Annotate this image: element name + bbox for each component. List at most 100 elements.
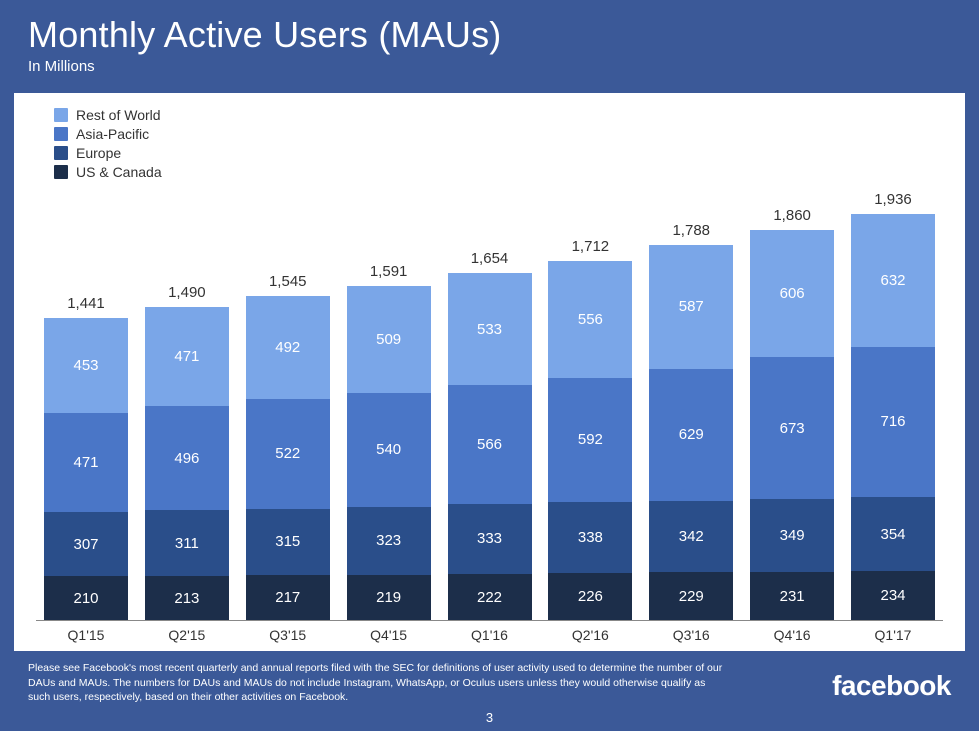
x-axis-label: Q1'15 — [40, 627, 132, 643]
bar-segment-value: 629 — [679, 426, 704, 443]
legend-label: Europe — [76, 145, 121, 161]
bar-segment-rest-of-world: 632 — [851, 214, 935, 347]
x-axis-label: Q2'16 — [544, 627, 636, 643]
footnote-text: Please see Facebook's most recent quarte… — [28, 661, 728, 704]
x-axis-label: Q1'16 — [444, 627, 536, 643]
bar-segment-value: 222 — [477, 589, 502, 606]
bar-segment-asia-pacific: 592 — [548, 378, 632, 502]
slide-footer: Please see Facebook's most recent quarte… — [0, 651, 979, 710]
bar-segment-value: 213 — [174, 590, 199, 607]
x-axis-label: Q1'17 — [847, 627, 939, 643]
legend-label: Rest of World — [76, 107, 161, 123]
bar-segment-value: 673 — [780, 420, 805, 437]
chart-legend: Rest of WorldAsia-PacificEuropeUS & Cana… — [54, 107, 162, 183]
bar-segment-us-canada: 222 — [448, 574, 532, 621]
bar-segment-rest-of-world: 587 — [649, 245, 733, 368]
bar-stack: 219 323 540 509 — [347, 286, 431, 620]
bar-segment-value: 342 — [679, 528, 704, 545]
chart-panel: Rest of WorldAsia-PacificEuropeUS & Cana… — [14, 93, 965, 651]
bar-segment-europe: 323 — [347, 507, 431, 575]
legend-swatch-icon — [54, 165, 68, 179]
bar-total-label: 1,441 — [67, 295, 105, 312]
bar-segment-asia-pacific: 716 — [851, 347, 935, 497]
slide: Monthly Active Users (MAUs) In Millions … — [0, 0, 979, 731]
bar-total-label: 1,712 — [572, 238, 610, 255]
bar-segment-value: 566 — [477, 436, 502, 453]
bar-total-label: 1,860 — [773, 207, 811, 224]
bar-segment-europe: 315 — [246, 509, 330, 575]
bar-total-label: 1,490 — [168, 284, 206, 301]
bar-stack: 210 307 471 453 — [44, 318, 128, 621]
bar-segment-us-canada: 226 — [548, 573, 632, 620]
legend-swatch-icon — [54, 108, 68, 122]
bar-segment-asia-pacific: 496 — [145, 406, 229, 510]
chart-x-axis: Q1'15Q2'15Q3'15Q4'15Q1'16Q2'16Q3'16Q4'16… — [36, 621, 943, 643]
bar-segment-value: 496 — [174, 450, 199, 467]
bar-stack: 229342629587 — [649, 245, 733, 620]
bar-segment-asia-pacific: 629 — [649, 369, 733, 501]
bar-segment-us-canada: 219 — [347, 575, 431, 621]
bar-column: 1,490 213 311 496 471 — [141, 284, 233, 620]
bar-segment-rest-of-world: 509 — [347, 286, 431, 393]
bar-total-label: 1,936 — [874, 191, 912, 208]
bar-segment-value: 219 — [376, 589, 401, 606]
bar-segment-value: 509 — [376, 331, 401, 348]
bar-total-label: 1,591 — [370, 263, 408, 280]
legend-item: Rest of World — [54, 107, 162, 123]
x-axis-label: Q4'15 — [343, 627, 435, 643]
bar-segment-value: 471 — [73, 454, 98, 471]
bar-segment-value: 349 — [780, 527, 805, 544]
bar-segment-asia-pacific: 471 — [44, 413, 128, 512]
facebook-logo: facebook — [832, 670, 951, 702]
bar-segment-rest-of-world: 556 — [548, 261, 632, 378]
chart-plot-area: 1,4412103074714531,4902133114964711,5452… — [36, 119, 943, 621]
bar-total-label: 1,654 — [471, 250, 509, 267]
bar-segment-value: 231 — [780, 588, 805, 605]
bar-stack: 213 311 496 471 — [145, 307, 229, 620]
bar-segment-value: 533 — [477, 321, 502, 338]
bar-segment-europe: 342 — [649, 501, 733, 573]
bar-stack: 222333566533 — [448, 273, 532, 620]
bar-segment-value: 453 — [73, 357, 98, 374]
bar-segment-value: 338 — [578, 529, 603, 546]
bar-segment-value: 592 — [578, 431, 603, 448]
bar-segment-value: 311 — [175, 535, 199, 552]
legend-item: Asia-Pacific — [54, 126, 162, 142]
bar-segment-value: 540 — [376, 441, 401, 458]
bar-segment-europe: 307 — [44, 512, 128, 576]
bar-column: 1,441 210 307 471 453 — [40, 295, 132, 621]
legend-item: Europe — [54, 145, 162, 161]
bar-segment-value: 606 — [780, 285, 805, 302]
bar-column: 1,788229342629587 — [645, 222, 737, 620]
bar-column: 1,936 234 354 716 632 — [847, 191, 939, 621]
legend-swatch-icon — [54, 146, 68, 160]
bar-segment-value: 522 — [275, 445, 300, 462]
slide-title: Monthly Active Users (MAUs) — [28, 14, 951, 56]
bar-segment-us-canada: 213 — [145, 576, 229, 621]
bar-segment-value: 556 — [578, 311, 603, 328]
bar-segment-rest-of-world: 492 — [246, 296, 330, 399]
bar-column: 1,712 226 338 592 556 — [544, 238, 636, 620]
bar-segment-rest-of-world: 471 — [145, 307, 229, 406]
bar-total-label: 1,788 — [672, 222, 710, 239]
bar-segment-value: 234 — [880, 587, 905, 604]
bar-segment-value: 716 — [880, 413, 905, 430]
legend-swatch-icon — [54, 127, 68, 141]
bar-column: 1,591 219 323 540 509 — [343, 263, 435, 620]
bar-segment-value: 210 — [73, 590, 98, 607]
bar-segment-us-canada: 234 — [851, 571, 935, 620]
bar-segment-europe: 338 — [548, 502, 632, 573]
x-axis-label: Q2'15 — [141, 627, 233, 643]
bar-segment-us-canada: 231 — [750, 572, 834, 621]
bar-column: 1,545217315522492 — [242, 273, 334, 621]
legend-label: Asia-Pacific — [76, 126, 149, 142]
bar-segment-europe: 349 — [750, 499, 834, 572]
bar-segment-europe: 311 — [145, 510, 229, 575]
bar-segment-value: 354 — [880, 526, 905, 543]
bar-segment-value: 217 — [275, 589, 300, 606]
bar-segment-asia-pacific: 673 — [750, 357, 834, 498]
bar-stack: 231 349 673 606 — [750, 230, 834, 620]
bar-segment-rest-of-world: 606 — [750, 230, 834, 357]
x-axis-label: Q3'15 — [242, 627, 334, 643]
bar-segment-value: 323 — [376, 532, 401, 549]
